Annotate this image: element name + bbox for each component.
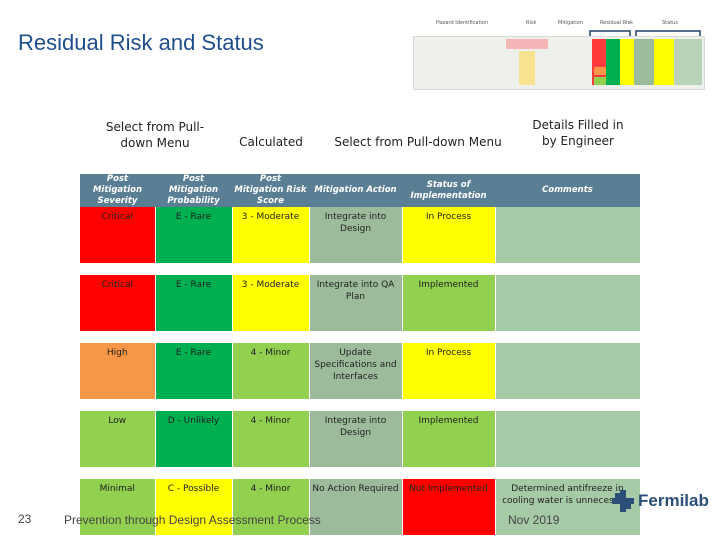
header-brackets [589, 30, 701, 36]
worksheet-thumbnail [413, 36, 705, 90]
severity-select[interactable]: Low [80, 411, 156, 467]
comment-cell[interactable] [495, 207, 641, 263]
severity-select[interactable]: Critical [80, 207, 156, 263]
mitigation-action-select[interactable]: Update Specifications and Interfaces [309, 343, 403, 399]
mitigation-action-select[interactable]: Integrate into QA Plan [309, 275, 403, 331]
thumb-header-mitigation: Mitigation [558, 20, 583, 26]
comment-cell[interactable]: Determined antifreeze in cooling water i… [495, 479, 641, 535]
probability-select[interactable]: E - Rare [155, 343, 233, 399]
fermilab-mark-icon [612, 490, 634, 512]
table-header-row: Post Mitigation Severity Post Mitigation… [80, 174, 640, 207]
annotation-select-action: Select from Pull-down Menu [334, 135, 502, 149]
comment-cell[interactable] [495, 343, 641, 399]
slide-title: Residual Risk and Status [18, 30, 264, 55]
comment-cell[interactable] [495, 275, 641, 331]
thumb-header-status: Status [662, 20, 678, 26]
fermilab-logo: Fermilab [612, 490, 712, 512]
risk-score-cell: 4 - Minor [232, 479, 310, 535]
header-severity: Post Mitigation Severity [80, 174, 155, 207]
risk-score-cell: 3 - Moderate [232, 275, 310, 331]
risk-score-cell: 4 - Minor [232, 343, 310, 399]
fermilab-wordmark: Fermilab [638, 491, 709, 510]
severity-select[interactable]: Critical [80, 275, 156, 331]
header-status: Status of Implementation [402, 174, 495, 207]
thumb-header-hazard: Hazard Identification [436, 20, 489, 26]
severity-select[interactable]: High [80, 343, 156, 399]
probability-select[interactable]: C - Possible [155, 479, 233, 535]
mitigation-action-select[interactable]: Integrate into Design [309, 411, 403, 467]
mitigation-action-select[interactable]: Integrate into Design [309, 207, 403, 263]
header-mitigation-action: Mitigation Action [309, 174, 402, 207]
annotation-select-severity: Select from Pull-down Menu [105, 120, 205, 150]
residual-risk-table: Post Mitigation Severity Post Mitigation… [80, 174, 641, 535]
risk-score-cell: 4 - Minor [232, 411, 310, 467]
table-row: High E - Rare 4 - Minor Update Specifica… [80, 343, 641, 399]
table-row: Low D - Unlikely 4 - Minor Integrate int… [80, 411, 641, 467]
probability-select[interactable]: D - Unlikely [155, 411, 233, 467]
annotation-calculated: Calculated [239, 135, 303, 149]
page-number: 23 [18, 512, 32, 526]
status-select[interactable]: In Process [402, 343, 496, 399]
footer-title: Prevention through Design Assessment Pro… [64, 513, 321, 527]
footer-date: Nov 2019 [508, 513, 560, 527]
status-select[interactable]: Implemented [402, 275, 496, 331]
table-row: Minimal C - Possible 4 - Minor No Action… [80, 479, 641, 535]
severity-select[interactable]: Minimal [80, 479, 156, 535]
header-probability: Post Mitigation Probability [155, 174, 232, 207]
status-select[interactable]: In Process [402, 207, 496, 263]
probability-select[interactable]: E - Rare [155, 207, 233, 263]
comment-cell[interactable] [495, 411, 641, 467]
status-select[interactable]: Implemented [402, 411, 496, 467]
thumb-header-residual: Residual Risk [600, 20, 634, 26]
probability-select[interactable]: E - Rare [155, 275, 233, 331]
mitigation-action-select[interactable]: No Action Required [309, 479, 403, 535]
table-row: Critical E - Rare 3 - Moderate Integrate… [80, 275, 641, 331]
table-row: Critical E - Rare 3 - Moderate Integrate… [80, 207, 641, 263]
annotation-details: Details Filled in by Engineer [532, 118, 624, 148]
risk-score-cell: 3 - Moderate [232, 207, 310, 263]
thumb-header-risk: Risk [526, 20, 537, 26]
status-select[interactable]: Not Implemented [402, 479, 496, 535]
header-comments: Comments [495, 174, 640, 207]
header-risk-score: Post Mitigation Risk Score [232, 174, 309, 207]
